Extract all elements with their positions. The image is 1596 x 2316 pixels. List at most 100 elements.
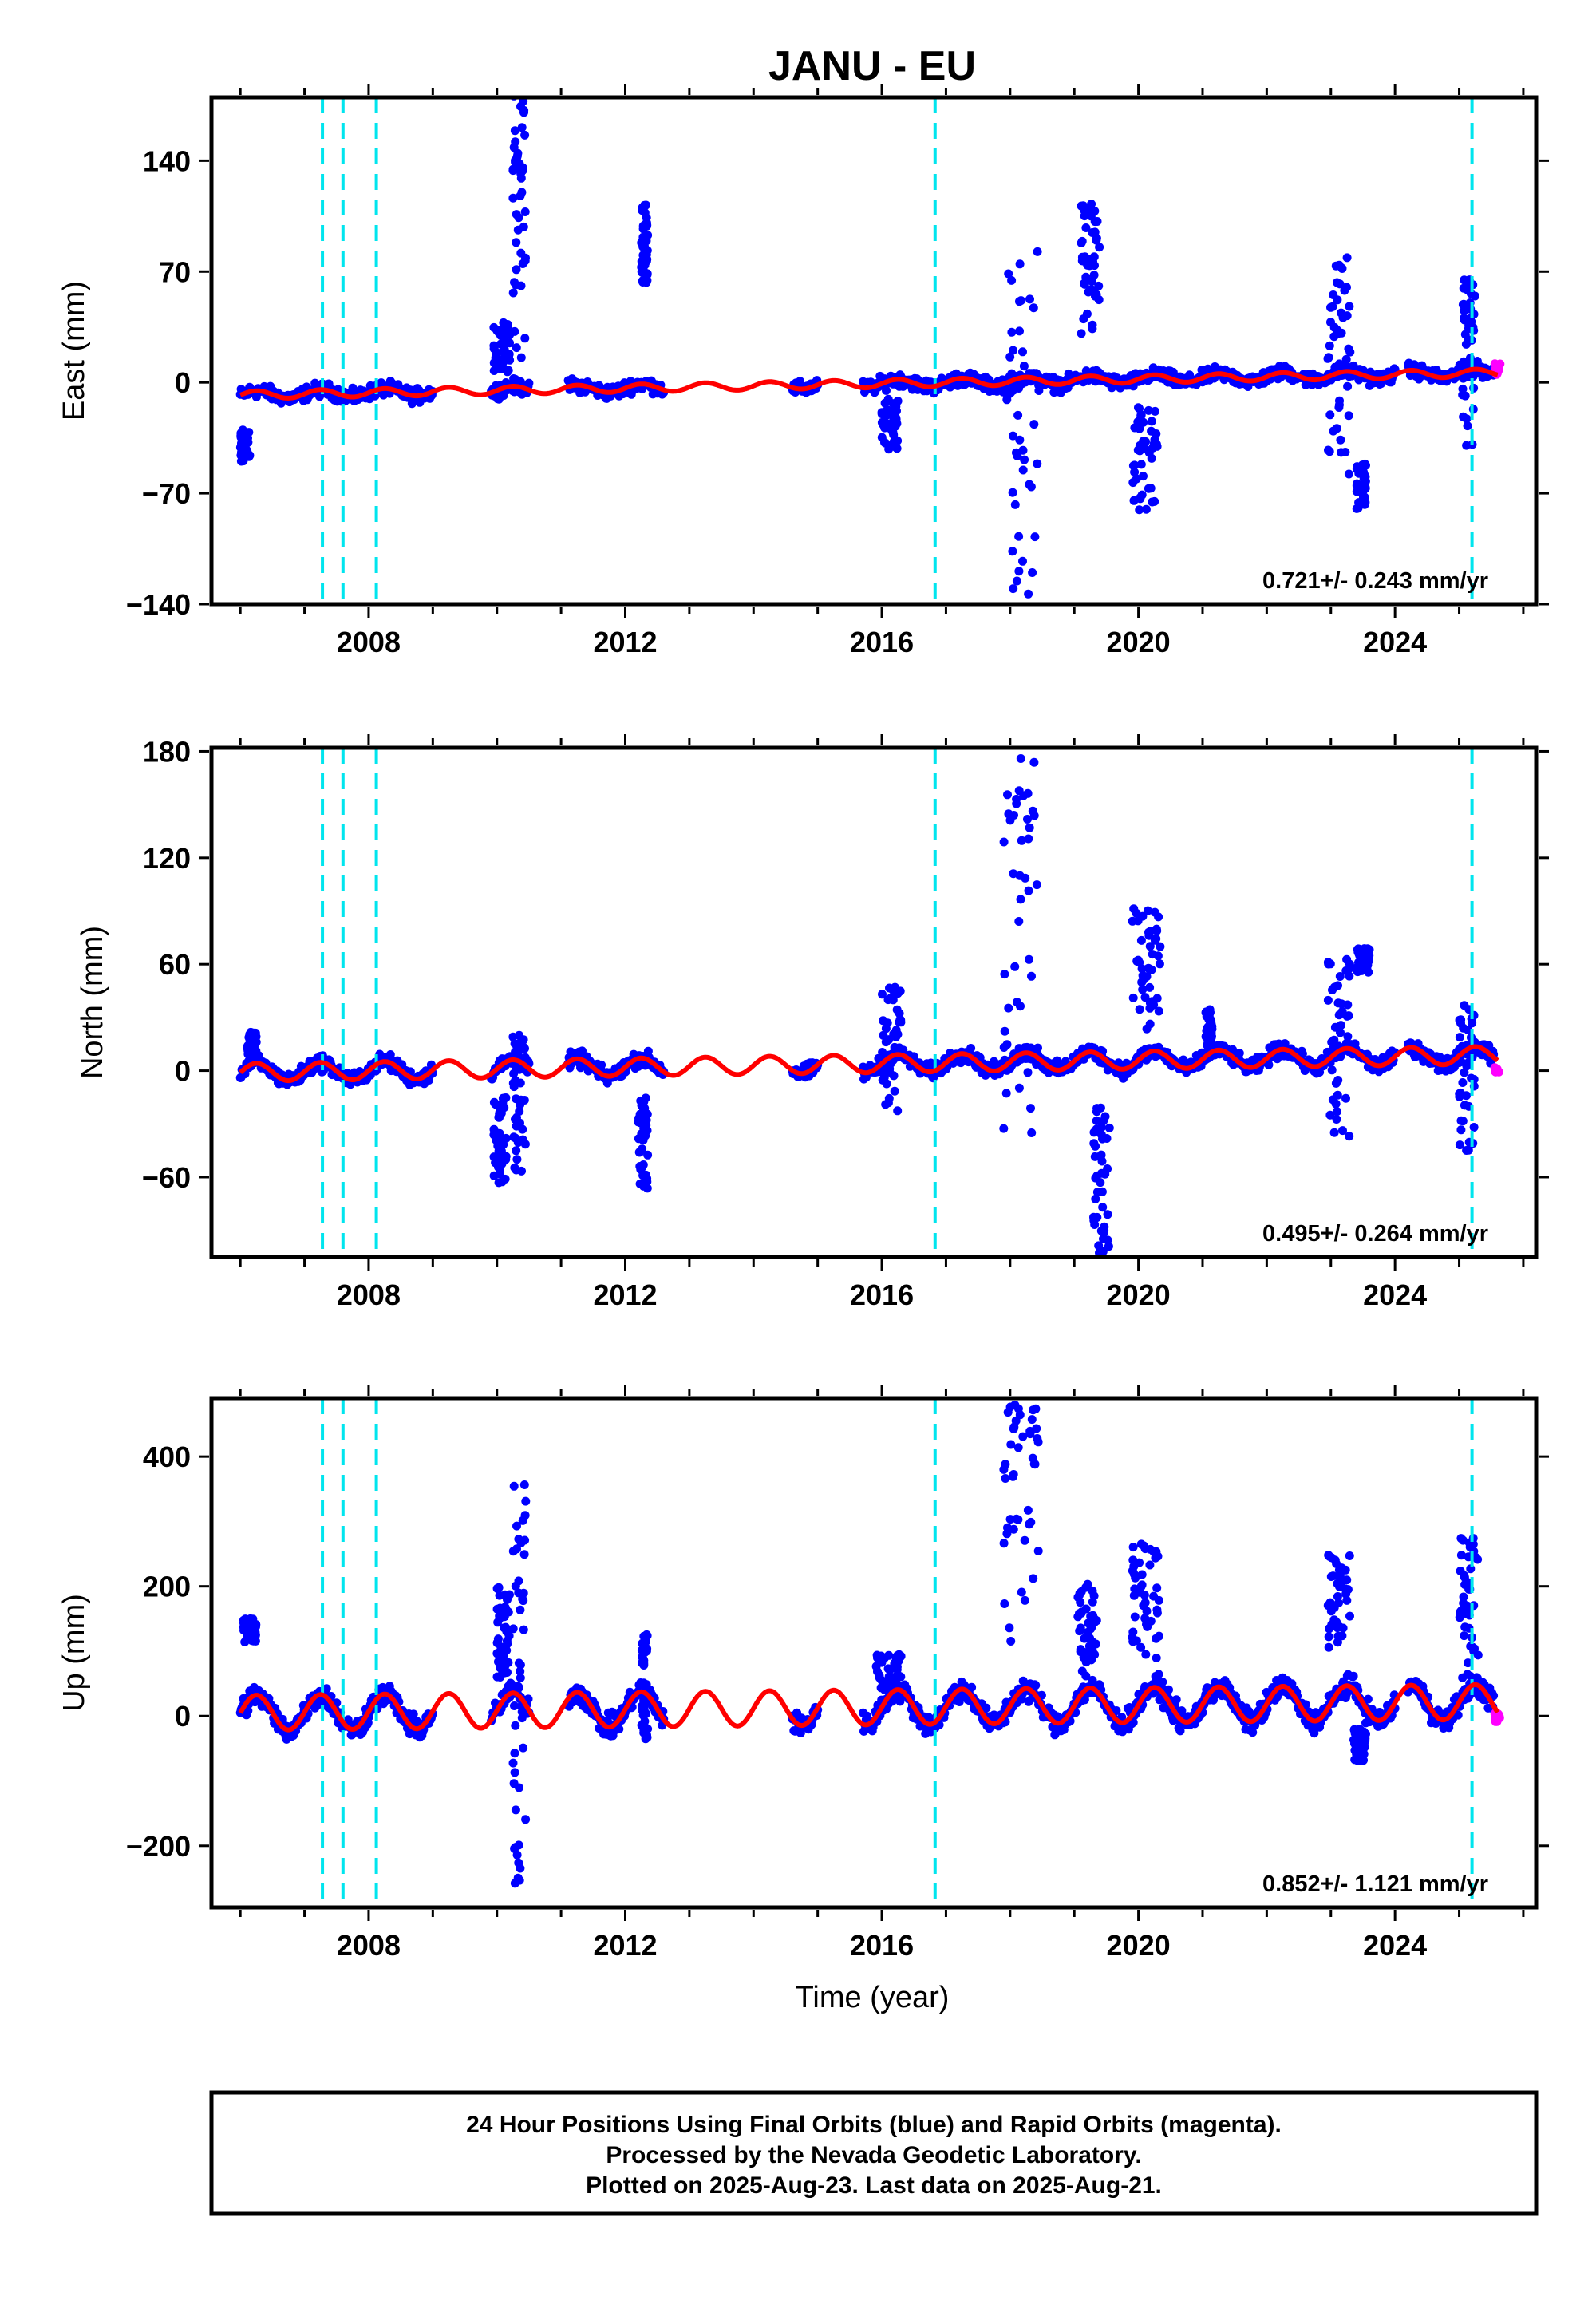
data-point <box>1155 959 1164 969</box>
data-point <box>888 428 898 437</box>
data-point <box>1323 995 1333 1005</box>
data-point <box>1463 421 1472 431</box>
data-point <box>1026 1104 1035 1113</box>
data-point <box>1336 1028 1345 1037</box>
data-point <box>1023 1068 1033 1077</box>
data-point <box>515 1065 524 1074</box>
data-point <box>1329 426 1338 436</box>
data-point <box>503 320 512 329</box>
data-point <box>1459 299 1468 309</box>
data-point <box>1340 286 1349 295</box>
data-point <box>1145 1019 1155 1029</box>
data-point <box>1464 1145 1473 1155</box>
data-point <box>1148 997 1157 1006</box>
data-point <box>489 1171 499 1180</box>
data-point <box>243 1046 253 1055</box>
data-point <box>1329 290 1338 299</box>
data-point <box>1094 1241 1104 1251</box>
data-point <box>243 1706 253 1716</box>
data-point <box>1104 1123 1114 1132</box>
data-point <box>520 334 530 343</box>
data-point <box>641 1093 650 1103</box>
data-point <box>1145 982 1155 992</box>
data-point <box>1006 388 1016 397</box>
data-point <box>512 265 521 275</box>
data-point <box>1202 1031 1211 1041</box>
data-point <box>1018 556 1027 566</box>
data-point <box>640 1107 650 1117</box>
data-point <box>1336 1021 1345 1030</box>
data-point <box>642 275 652 285</box>
data-point <box>238 425 247 435</box>
x-tick-label: 2020 <box>1107 1279 1171 1311</box>
data-point <box>638 1171 648 1180</box>
data-point <box>877 408 887 417</box>
data-point <box>1000 1026 1009 1036</box>
data-point <box>1364 967 1373 977</box>
data-point <box>1148 497 1157 507</box>
data-point <box>1020 455 1029 464</box>
data-point <box>1092 1116 1101 1125</box>
data-point <box>1344 411 1353 421</box>
data-point <box>1456 1088 1465 1097</box>
data-point <box>1094 281 1104 290</box>
x-tick-label: 2012 <box>593 626 657 658</box>
data-point <box>885 1068 895 1077</box>
east-final-points <box>235 97 1505 599</box>
data-point <box>511 1115 519 1124</box>
data-point <box>1129 496 1139 505</box>
data-point <box>1456 1116 1466 1125</box>
plot-frame <box>209 745 1539 1259</box>
data-point <box>1014 917 1024 926</box>
data-point <box>1343 381 1353 391</box>
data-point <box>512 1146 521 1156</box>
data-point <box>489 1130 499 1140</box>
data-point <box>1015 259 1025 269</box>
data-point <box>1353 462 1362 472</box>
data-point <box>1013 410 1023 420</box>
data-point <box>517 188 527 197</box>
data-point <box>322 1684 331 1694</box>
x-tick-label: 2016 <box>850 1279 914 1311</box>
data-point <box>882 385 891 395</box>
data-point <box>512 343 521 353</box>
y-tick-label: −70 <box>142 477 191 510</box>
data-point <box>1455 1033 1464 1042</box>
data-point <box>1152 924 1161 934</box>
data-point <box>512 238 521 247</box>
data-point <box>1033 247 1042 256</box>
data-point <box>1335 279 1345 289</box>
data-point <box>1135 1005 1144 1014</box>
data-point <box>1341 1093 1350 1103</box>
data-point <box>1456 1125 1466 1135</box>
data-point <box>1326 302 1335 312</box>
data-point <box>1090 227 1100 237</box>
data-point <box>1087 285 1096 294</box>
data-point <box>1235 1049 1244 1058</box>
data-point <box>1009 584 1018 594</box>
data-point <box>518 166 527 176</box>
data-point <box>1097 1156 1107 1166</box>
data-point <box>1129 904 1139 914</box>
data-point <box>881 1037 891 1047</box>
data-point <box>1333 981 1342 990</box>
data-point <box>1024 834 1033 844</box>
data-point <box>1025 294 1034 304</box>
data-point <box>514 1683 523 1693</box>
data-point <box>491 1099 500 1109</box>
data-point <box>1005 352 1015 362</box>
data-point <box>1336 435 1345 445</box>
data-point <box>519 105 529 115</box>
data-point <box>1028 568 1037 577</box>
data-point <box>1150 435 1159 445</box>
data-point <box>500 350 510 359</box>
data-point <box>1138 911 1148 921</box>
data-point <box>1025 954 1033 964</box>
data-point <box>1029 757 1039 767</box>
data-point <box>1090 1215 1100 1223</box>
data-point <box>1029 303 1038 313</box>
data-point <box>1147 965 1156 974</box>
data-point <box>520 207 530 216</box>
rapid-point <box>1491 364 1501 373</box>
